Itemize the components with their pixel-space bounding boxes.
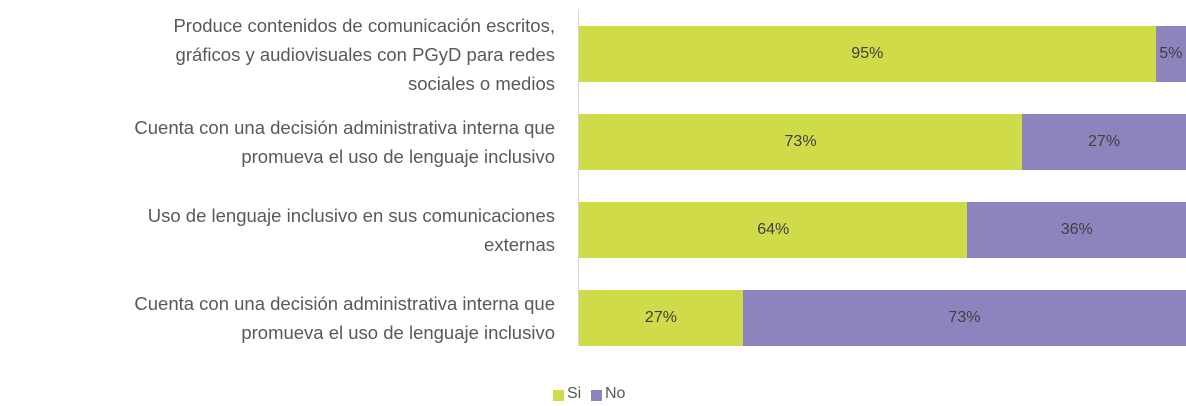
legend-label: No [605, 385, 626, 402]
category-label: Produce contenidos de comunicación escri… [173, 14, 555, 94]
value-label: 73% [784, 133, 817, 150]
category-label: Cuenta con una decisión administrativa i… [134, 293, 555, 343]
bar-segment [579, 202, 968, 258]
value-label: 27% [1088, 133, 1121, 150]
bar-segment [1155, 26, 1186, 82]
value-label: 27% [644, 309, 677, 326]
bar-segment [579, 26, 1156, 82]
bar-segment [742, 290, 1186, 346]
category-label: Cuenta con una decisión administrativa i… [134, 117, 555, 167]
value-label: 64% [757, 221, 790, 238]
value-label: 36% [1060, 221, 1093, 238]
legend-swatch [591, 390, 602, 401]
bar-segment [579, 290, 743, 346]
legend-label: Si [567, 385, 582, 402]
bar-segment [579, 114, 1023, 170]
category-label: Uso de lenguaje inclusivo en sus comunic… [147, 205, 555, 255]
bar-segment [967, 202, 1186, 258]
value-label: 95% [851, 45, 884, 62]
bar-segment [1022, 114, 1186, 170]
legend-swatch [553, 390, 564, 401]
axis-line [578, 10, 579, 346]
value-label: 73% [948, 309, 981, 326]
value-label: 5% [1159, 45, 1183, 62]
